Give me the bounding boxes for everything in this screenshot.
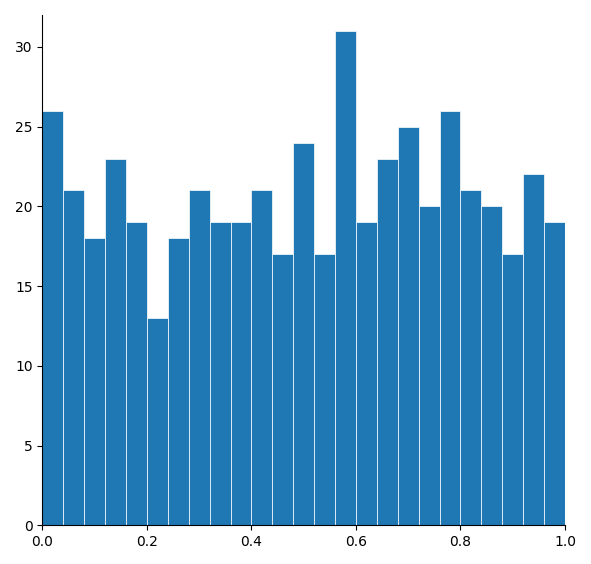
- Bar: [43, 111, 63, 525]
- Bar: [168, 238, 189, 525]
- Bar: [147, 318, 168, 525]
- Bar: [356, 222, 377, 525]
- Bar: [293, 143, 314, 525]
- Bar: [84, 238, 105, 525]
- Bar: [482, 206, 502, 525]
- Bar: [460, 191, 482, 525]
- Bar: [105, 158, 126, 525]
- Bar: [189, 191, 210, 525]
- Bar: [230, 222, 251, 525]
- Bar: [210, 222, 230, 525]
- Bar: [418, 206, 440, 525]
- Bar: [502, 254, 523, 525]
- Bar: [335, 31, 356, 525]
- Bar: [272, 254, 293, 525]
- Bar: [544, 222, 565, 525]
- Bar: [523, 174, 544, 525]
- Bar: [377, 158, 398, 525]
- Bar: [126, 222, 147, 525]
- Bar: [314, 254, 335, 525]
- Bar: [440, 111, 460, 525]
- Bar: [251, 191, 272, 525]
- Bar: [398, 127, 418, 525]
- Bar: [63, 191, 84, 525]
